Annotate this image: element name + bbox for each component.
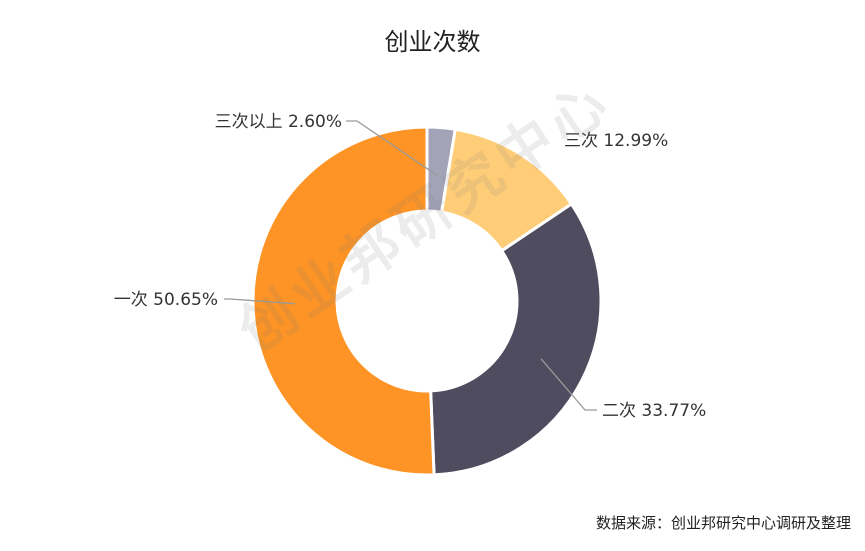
slices-group bbox=[253, 127, 601, 475]
data-source-note: 数据来源：创业邦研究中心调研及整理 bbox=[596, 512, 851, 533]
slice-3 bbox=[431, 204, 601, 475]
slice-label-2: 三次 12.99% bbox=[564, 131, 668, 151]
slice-label-3: 二次 33.77% bbox=[602, 401, 706, 421]
slice-label-4: 一次 50.65% bbox=[114, 290, 218, 310]
slice-4 bbox=[253, 127, 434, 475]
slice-label-1: 三次以上 2.60% bbox=[215, 112, 342, 132]
